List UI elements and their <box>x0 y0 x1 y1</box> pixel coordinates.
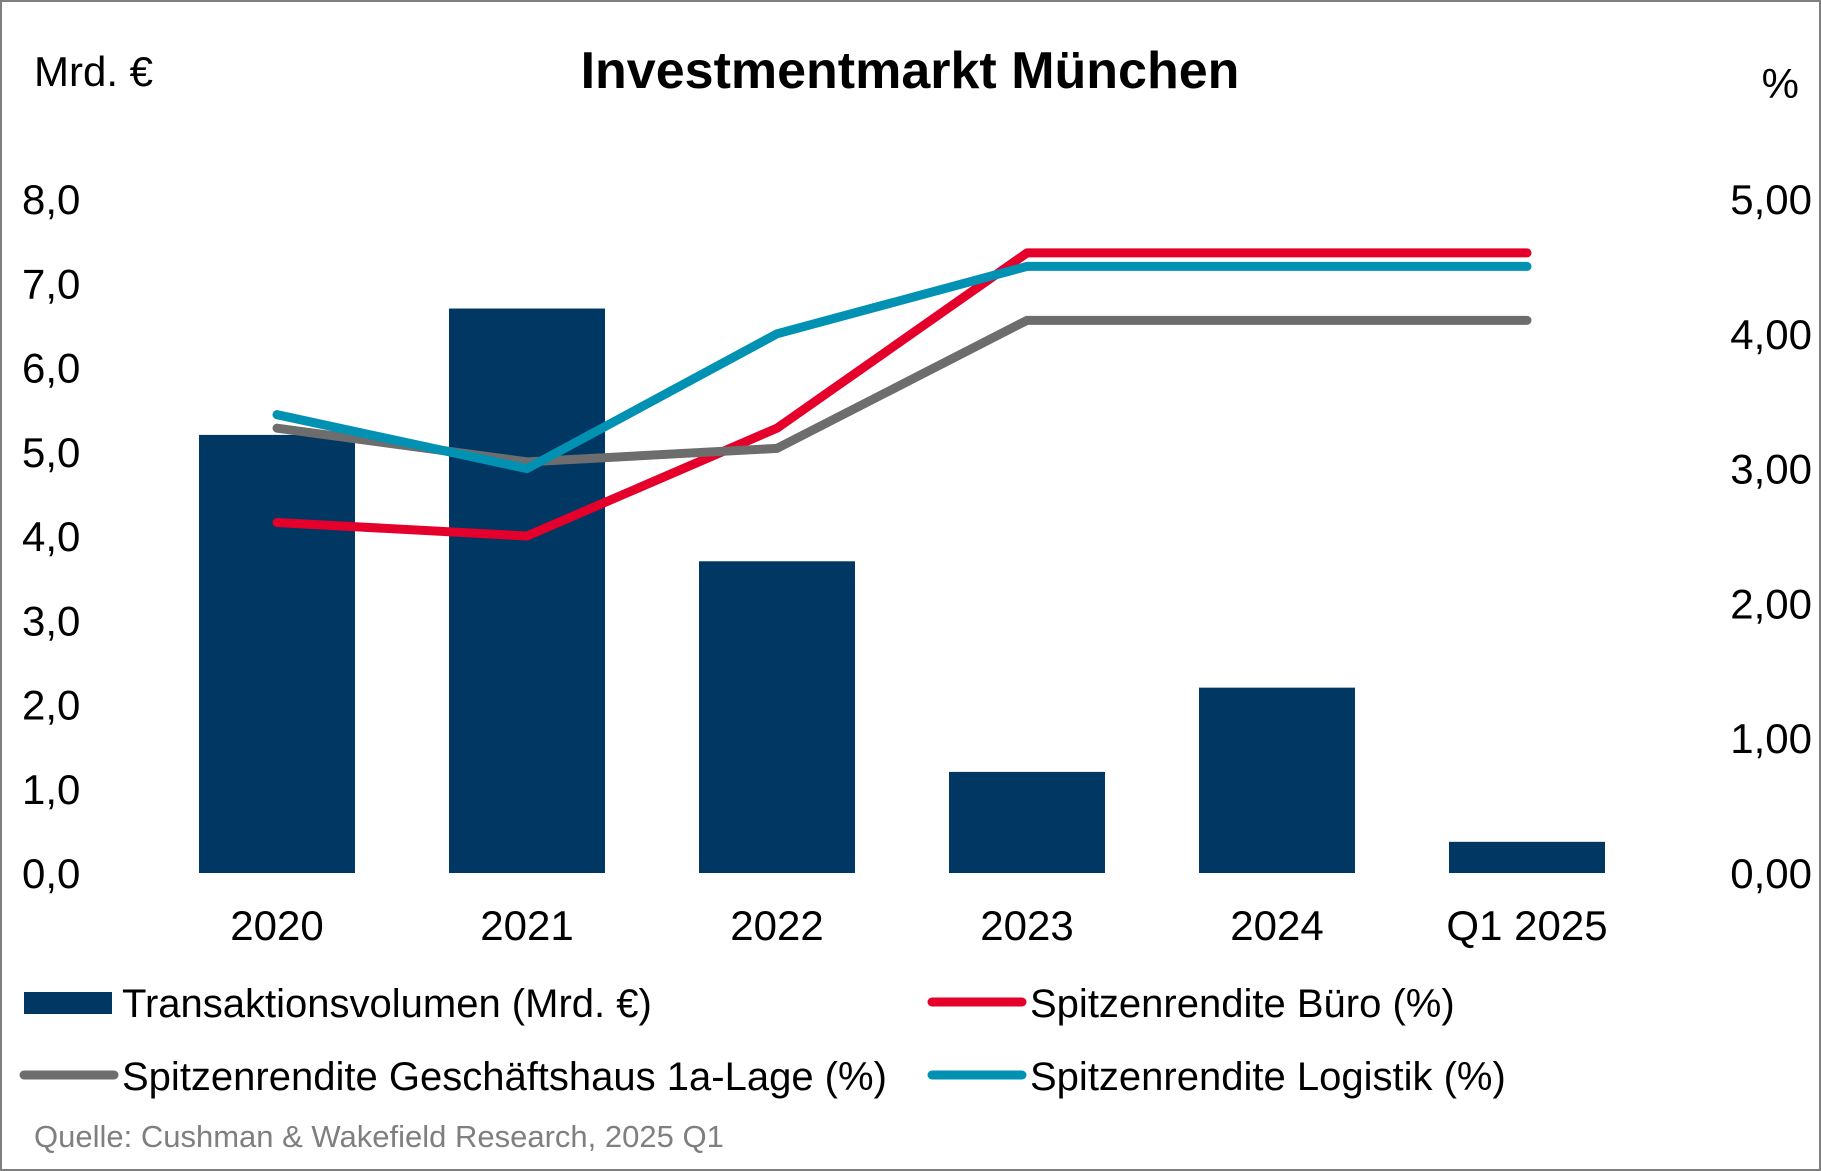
bars-group <box>199 308 1605 873</box>
legend-label-office: Spitzenrendite Büro (%) <box>1030 982 1455 1026</box>
legend-label-logistics: Spitzenrendite Logistik (%) <box>1030 1055 1506 1099</box>
x-tick-label: 2020 <box>230 902 323 949</box>
left-axis-unit: Mrd. € <box>34 48 153 95</box>
left-tick-label: 6,0 <box>22 345 80 392</box>
left-tick-label: 5,0 <box>22 429 80 476</box>
bar-2021 <box>449 308 605 873</box>
left-tick-label: 8,0 <box>22 176 80 223</box>
left-tick-label: 3,0 <box>22 597 80 644</box>
bar-2023 <box>949 771 1105 873</box>
x-tick-label: Q1 2025 <box>1446 902 1607 949</box>
lines-group <box>272 248 1532 541</box>
x-axis-ticks: 2020 2021 2022 2023 2024 Q1 2025 <box>230 902 1607 949</box>
line-yield-office <box>272 248 1532 541</box>
right-tick-label: 0,00 <box>1730 850 1812 897</box>
legend-label-retail: Spitzenrendite Geschäftshaus 1a-Lage (%) <box>122 1055 887 1099</box>
x-tick-label: 2021 <box>480 902 573 949</box>
left-tick-label: 7,0 <box>22 260 80 307</box>
bar-2022 <box>699 561 855 873</box>
x-tick-label: 2024 <box>1230 902 1323 949</box>
right-tick-label: 2,00 <box>1730 580 1812 627</box>
left-axis-ticks: 0,0 1,0 2,0 3,0 4,0 5,0 6,0 7,0 8,0 <box>22 176 80 897</box>
left-tick-label: 4,0 <box>22 513 80 560</box>
chart-title: Investmentmarkt München <box>581 42 1240 100</box>
bar-2020 <box>199 434 355 873</box>
left-tick-label: 0,0 <box>22 850 80 897</box>
x-tick-label: 2022 <box>730 902 823 949</box>
left-tick-label: 1,0 <box>22 766 80 813</box>
legend: Transaktionsvolumen (Mrd. €) Spitzenrendi… <box>19 982 1506 1099</box>
right-tick-label: 4,00 <box>1730 311 1812 358</box>
legend-swatch-volume <box>24 992 112 1014</box>
right-tick-label: 3,00 <box>1730 446 1812 493</box>
right-tick-label: 5,00 <box>1730 176 1812 223</box>
x-tick-label: 2023 <box>980 902 1073 949</box>
right-axis-unit: % <box>1762 60 1799 107</box>
source-note: Quelle: Cushman & Wakefield Research, 20… <box>34 1119 724 1154</box>
left-tick-label: 2,0 <box>22 682 80 729</box>
bar-2024 <box>1199 687 1355 873</box>
legend-label-volume: Transaktionsvolumen (Mrd. €) <box>122 982 652 1026</box>
right-tick-label: 1,00 <box>1730 715 1812 762</box>
right-axis-ticks: 0,00 1,00 2,00 3,00 4,00 5,00 <box>1730 176 1812 897</box>
bar-q1-2025 <box>1449 841 1605 873</box>
line-yield-logistics <box>272 261 1532 474</box>
